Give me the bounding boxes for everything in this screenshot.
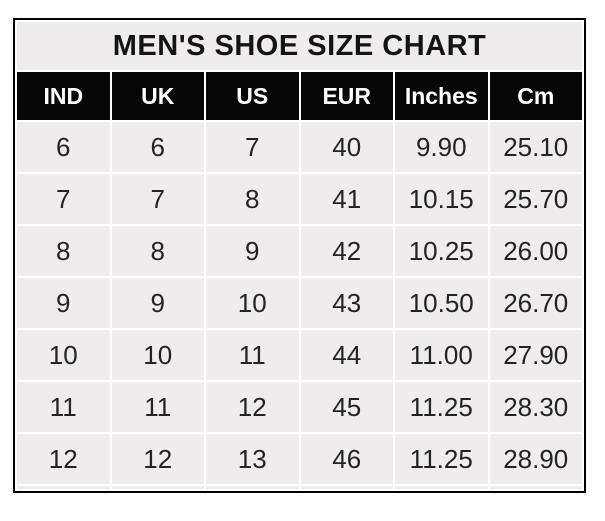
- cell-uk: 12: [111, 434, 204, 484]
- cell-inches: 11.00: [395, 330, 488, 380]
- table-head: MEN'S SHOE SIZE CHART IND UK US EUR Inch…: [17, 22, 582, 120]
- cell-ind: 8: [17, 226, 110, 276]
- cell-us: 12: [206, 382, 299, 432]
- column-header-uk: UK: [111, 72, 204, 120]
- cell-eur: 40: [300, 122, 393, 172]
- cell-inches: 10.25: [395, 226, 488, 276]
- cell-uk: 7: [111, 174, 204, 224]
- cell-uk: 11: [111, 382, 204, 432]
- cell-inches: 10.15: [395, 174, 488, 224]
- cell-ind: 6: [17, 122, 110, 172]
- bottom-spacer-row: [17, 486, 582, 489]
- cell-eur: 43: [300, 278, 393, 328]
- cell-inches: 11.25: [395, 382, 488, 432]
- cell-us: 8: [206, 174, 299, 224]
- cell-ind: 10: [17, 330, 110, 380]
- cell-ind: 7: [17, 174, 110, 224]
- cell-eur: 45: [300, 382, 393, 432]
- cell-us: 7: [206, 122, 299, 172]
- column-header-ind: IND: [17, 72, 110, 120]
- cell-us: 13: [206, 434, 299, 484]
- cell-cm: 28.30: [489, 382, 582, 432]
- spacer-cell: [395, 486, 488, 489]
- cell-cm: 25.10: [489, 122, 582, 172]
- chart-title: MEN'S SHOE SIZE CHART: [17, 22, 582, 70]
- cell-ind: 12: [17, 434, 110, 484]
- table-body: 6 6 7 40 9.90 25.10 7 7 8 41 10.15 25.70…: [17, 122, 582, 489]
- spacer-cell: [206, 486, 299, 489]
- column-header-us: US: [206, 72, 299, 120]
- cell-eur: 41: [300, 174, 393, 224]
- column-header-row: IND UK US EUR Inches Cm: [17, 72, 582, 120]
- cell-ind: 9: [17, 278, 110, 328]
- table-row: 9 9 10 43 10.50 26.70: [17, 278, 582, 328]
- column-header-inches: Inches: [395, 72, 488, 120]
- cell-eur: 42: [300, 226, 393, 276]
- cell-uk: 10: [111, 330, 204, 380]
- cell-cm: 28.90: [489, 434, 582, 484]
- table-row: 7 7 8 41 10.15 25.70: [17, 174, 582, 224]
- cell-eur: 44: [300, 330, 393, 380]
- cell-cm: 26.00: [489, 226, 582, 276]
- spacer-cell: [111, 486, 204, 489]
- cell-cm: 25.70: [489, 174, 582, 224]
- title-row: MEN'S SHOE SIZE CHART: [17, 22, 582, 70]
- cell-cm: 27.90: [489, 330, 582, 380]
- cell-us: 10: [206, 278, 299, 328]
- table-row: 6 6 7 40 9.90 25.10: [17, 122, 582, 172]
- table-row: 11 11 12 45 11.25 28.30: [17, 382, 582, 432]
- cell-us: 9: [206, 226, 299, 276]
- table-row: 12 12 13 46 11.25 28.90: [17, 434, 582, 484]
- shoe-size-chart-table: MEN'S SHOE SIZE CHART IND UK US EUR Inch…: [13, 18, 586, 493]
- cell-inches: 10.50: [395, 278, 488, 328]
- spacer-cell: [17, 486, 110, 489]
- cell-uk: 6: [111, 122, 204, 172]
- cell-us: 11: [206, 330, 299, 380]
- cell-inches: 9.90: [395, 122, 488, 172]
- table-row: 10 10 11 44 11.00 27.90: [17, 330, 582, 380]
- cell-inches: 11.25: [395, 434, 488, 484]
- cell-ind: 11: [17, 382, 110, 432]
- cell-eur: 46: [300, 434, 393, 484]
- cell-uk: 9: [111, 278, 204, 328]
- cell-cm: 26.70: [489, 278, 582, 328]
- cell-uk: 8: [111, 226, 204, 276]
- column-header-cm: Cm: [489, 72, 582, 120]
- column-header-eur: EUR: [300, 72, 393, 120]
- spacer-cell: [489, 486, 582, 489]
- spacer-cell: [300, 486, 393, 489]
- table-row: 8 8 9 42 10.25 26.00: [17, 226, 582, 276]
